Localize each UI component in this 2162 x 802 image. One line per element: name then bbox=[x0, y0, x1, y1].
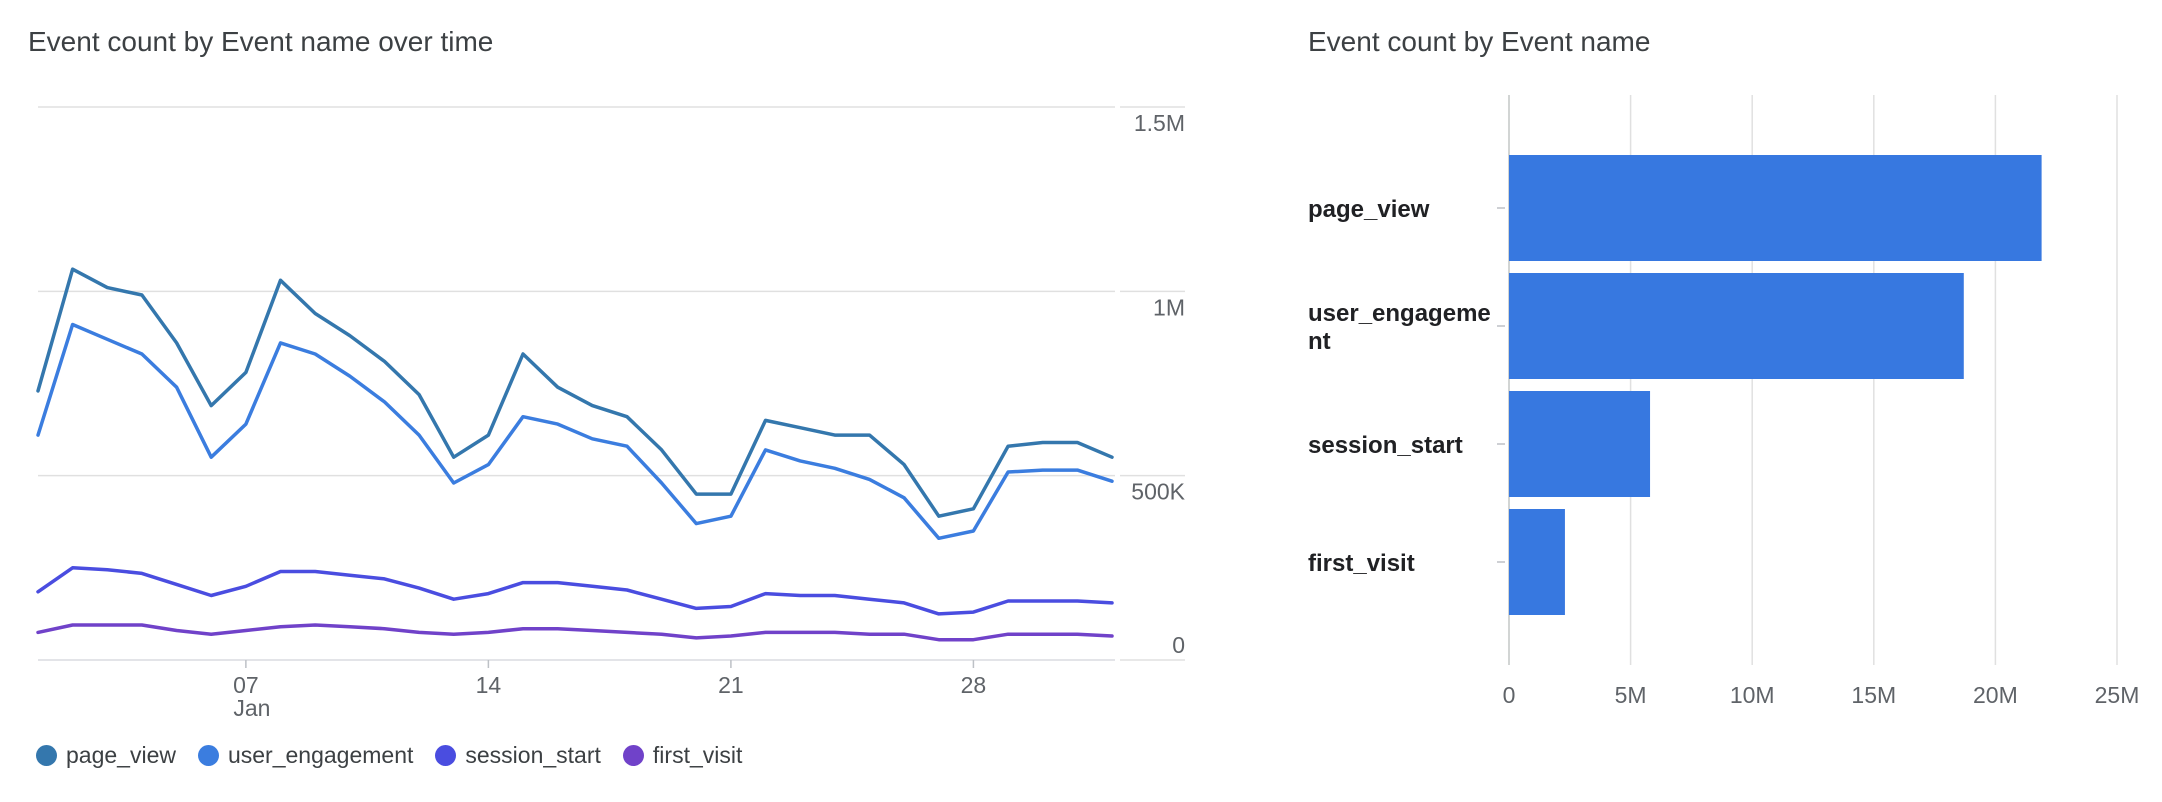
legend-label: session_start bbox=[465, 742, 601, 768]
x-tick-label: 28 bbox=[961, 672, 987, 698]
x-tick-label: 07 bbox=[233, 672, 259, 698]
category-label: first_visit bbox=[1308, 550, 1415, 577]
series-line-user-engagement bbox=[36, 322, 1114, 541]
bar-first-visit bbox=[1509, 509, 1565, 615]
x-tick-label: 20M bbox=[1973, 682, 2018, 708]
category-label: nt bbox=[1308, 328, 1331, 355]
x-tick-label: 10M bbox=[1730, 682, 1775, 708]
y-tick-label: 1M bbox=[1153, 294, 1185, 320]
bar-session-start bbox=[1509, 391, 1651, 497]
bar-user-engagement bbox=[1509, 273, 1964, 379]
legend-dot-icon bbox=[197, 745, 219, 766]
y-tick-label: 0 bbox=[1172, 632, 1185, 658]
y-tick-label: 1.5M bbox=[1134, 110, 1185, 136]
x-tick-label: 14 bbox=[476, 672, 502, 698]
series-line-page-view bbox=[36, 267, 1114, 518]
legend-dot-icon bbox=[36, 745, 57, 766]
series-line-first-visit bbox=[36, 623, 1114, 642]
series-line-session-start bbox=[36, 566, 1114, 616]
x-tick-label: 25M bbox=[2095, 682, 2140, 708]
bar-chart: 0 5M 10M 15M 20M 25M page_view user_engagement s… bbox=[1308, 95, 2140, 708]
x-tick-label: 0 bbox=[1503, 682, 1516, 708]
legend-label: first_visit bbox=[652, 742, 743, 768]
legend-item-session-start[interactable]: session_start bbox=[435, 742, 601, 769]
line-chart-title: Event count by Event name over time bbox=[28, 26, 494, 57]
x-tick-sublabel: Jan bbox=[233, 695, 270, 721]
category-label: page_view bbox=[1308, 196, 1430, 223]
legend-dot-icon bbox=[435, 745, 457, 766]
category-label: session_start bbox=[1308, 432, 1463, 459]
bar-page-view bbox=[1509, 155, 2042, 261]
legend-item-user-engagement[interactable]: user_engagement bbox=[197, 742, 414, 769]
bar-chart-title: Event count by Event name bbox=[1308, 26, 1651, 57]
legend-dot-icon bbox=[622, 745, 644, 766]
legend-item-first-visit[interactable]: first_visit bbox=[622, 742, 743, 769]
legend-label: page_view bbox=[66, 742, 176, 768]
x-tick-label: 15M bbox=[1851, 682, 1896, 708]
x-tick-label: 21 bbox=[718, 672, 744, 698]
line-chart-legend: page_view user_engagement session_start … bbox=[36, 742, 764, 769]
legend-item-page-view[interactable]: page_view bbox=[36, 742, 176, 769]
legend-label: user_engagement bbox=[227, 742, 414, 768]
x-tick-label: 5M bbox=[1615, 682, 1647, 708]
y-tick-label: 500K bbox=[1131, 479, 1185, 505]
category-label: user_engageme bbox=[1308, 300, 1491, 327]
